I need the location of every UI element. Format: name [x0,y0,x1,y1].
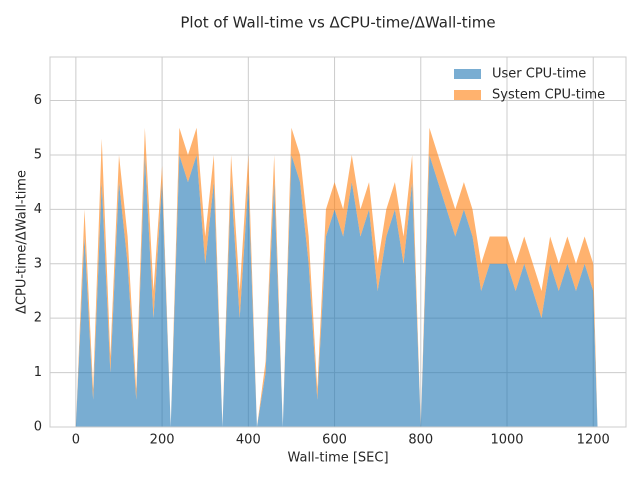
y-tick-label: 2 [34,311,42,326]
chart-title: Plot of Wall-time vs ΔCPU-time/ΔWall-tim… [180,14,495,32]
y-tick-label: 0 [34,420,42,435]
y-axis-label: ΔCPU-time/ΔWall-time [15,170,30,314]
y-tick-label: 3 [34,256,42,271]
plot-frame [49,56,627,428]
x-tick-label: 1000 [490,433,523,448]
x-tick-label: 400 [236,433,261,448]
x-tick-label: 1200 [577,433,610,448]
y-tick-label: 4 [34,202,42,217]
x-tick-label: 200 [150,433,175,448]
x-tick-label: 0 [72,433,80,448]
x-tick-label: 800 [408,433,433,448]
y-tick-label: 6 [34,93,42,108]
x-tick-label: 600 [322,433,347,448]
x-axis-label: Wall-time [SEC] [287,451,388,466]
legend-label: User CPU-time [492,67,586,82]
area [75,127,598,427]
legend-label: System CPU-time [492,88,605,103]
y-tick-label: 5 [34,147,42,162]
legend-swatch [454,69,481,79]
area [75,154,598,428]
y-tick-label: 1 [34,365,42,380]
legend-swatch [454,90,481,100]
